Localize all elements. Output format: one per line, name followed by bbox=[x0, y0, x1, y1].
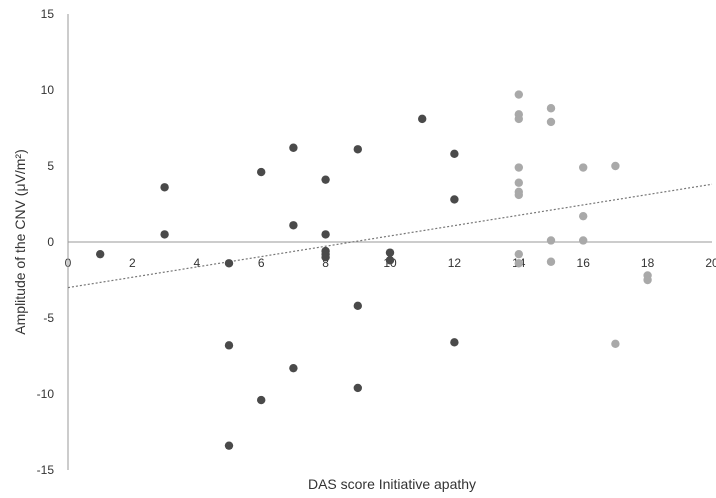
data-point bbox=[611, 161, 620, 171]
data-point bbox=[289, 363, 298, 373]
y-tick-label: -5 bbox=[43, 311, 54, 325]
data-point bbox=[546, 117, 556, 127]
data-point bbox=[385, 248, 395, 257]
y-tick-label: 10 bbox=[41, 83, 55, 97]
data-point bbox=[385, 256, 395, 265]
axes bbox=[67, 14, 712, 470]
data-point bbox=[514, 114, 523, 124]
data-point bbox=[353, 145, 362, 154]
x-tick-label: 6 bbox=[258, 256, 265, 270]
y-tick-labels: -15 -10 -5 0 5 10 15 bbox=[37, 7, 55, 477]
data-point bbox=[579, 236, 588, 245]
data-point bbox=[450, 338, 459, 347]
x-axis-title: DAS score Initiative apathy bbox=[308, 476, 476, 492]
data-point bbox=[514, 163, 523, 172]
data-point bbox=[353, 383, 362, 393]
data-point bbox=[224, 259, 234, 268]
data-point bbox=[224, 441, 234, 450]
x-tick-label: 18 bbox=[641, 256, 655, 270]
y-tick-label: 5 bbox=[47, 159, 54, 173]
y-tick-label: 15 bbox=[41, 7, 55, 21]
data-point bbox=[321, 175, 330, 184]
data-point bbox=[546, 236, 556, 245]
x-tick-label: 8 bbox=[322, 256, 329, 270]
data-point bbox=[96, 249, 105, 259]
x-tick-label: 12 bbox=[448, 256, 462, 270]
x-tick-label: 2 bbox=[129, 256, 136, 270]
x-tick-label: 20 bbox=[705, 256, 716, 270]
data-point bbox=[321, 230, 330, 239]
data-point bbox=[450, 149, 459, 159]
data-point bbox=[579, 163, 588, 172]
data-point bbox=[257, 395, 266, 405]
data-point bbox=[353, 301, 362, 311]
data-point bbox=[643, 275, 652, 285]
data-point bbox=[514, 90, 523, 99]
x-tick-label: 4 bbox=[193, 256, 200, 270]
data-point bbox=[579, 211, 588, 221]
y-tick-label: -10 bbox=[37, 387, 55, 401]
data-point bbox=[514, 178, 523, 187]
data-point bbox=[546, 257, 556, 266]
trendline bbox=[67, 183, 713, 289]
data-point bbox=[289, 221, 298, 230]
y-tick-label: 0 bbox=[47, 235, 54, 249]
trendline-group bbox=[67, 183, 713, 289]
x-tick-label: 16 bbox=[577, 256, 591, 270]
data-point bbox=[450, 195, 459, 204]
data-point bbox=[418, 114, 427, 124]
data-point bbox=[514, 259, 523, 268]
data-point bbox=[546, 104, 556, 113]
data-point bbox=[611, 339, 620, 349]
data-point bbox=[514, 190, 523, 200]
data-point bbox=[289, 143, 298, 152]
data-point bbox=[514, 249, 523, 259]
y-axis-title: Amplitude of the CNV (μV/m²) bbox=[12, 149, 28, 334]
data-point bbox=[224, 341, 234, 350]
data-point bbox=[160, 230, 169, 239]
data-point bbox=[321, 253, 330, 262]
data-point bbox=[160, 183, 169, 192]
y-tick-label: -15 bbox=[37, 463, 55, 477]
data-point bbox=[257, 167, 266, 177]
data-points bbox=[96, 90, 652, 450]
